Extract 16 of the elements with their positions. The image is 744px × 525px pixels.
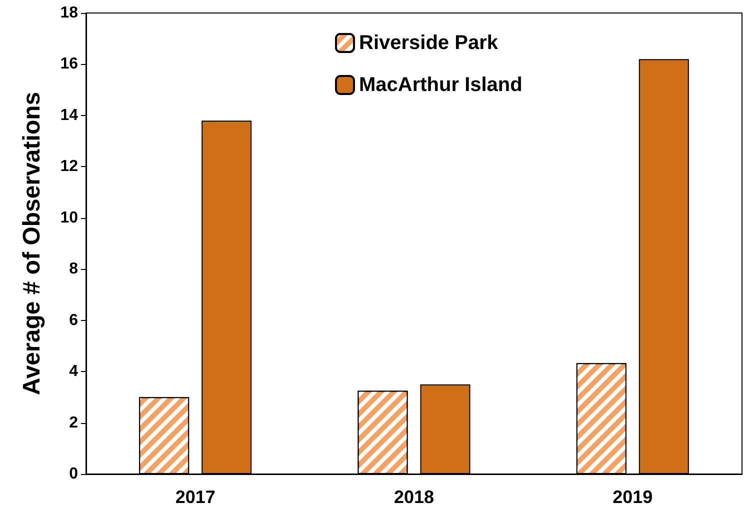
y-tick-label: 8 xyxy=(69,260,78,278)
legend-label: Riverside Park xyxy=(359,32,499,54)
y-tick-label: 12 xyxy=(60,158,78,176)
y-tick-label: 4 xyxy=(69,363,78,380)
y-tick-label: 0 xyxy=(69,466,78,482)
y-tick-label: 18 xyxy=(60,4,78,22)
x-tick-label: 2019 xyxy=(612,487,653,507)
y-tick-label: 10 xyxy=(60,209,78,226)
x-tick-label: 2018 xyxy=(394,487,434,507)
y-tick-label: 2 xyxy=(69,414,78,432)
y-tick-label: 16 xyxy=(60,56,78,73)
y-axis-title: Average # of Observations xyxy=(18,92,46,396)
y-tick-label: 6 xyxy=(69,312,78,329)
y-tick-label: 14 xyxy=(60,106,78,124)
x-tick-label: 2017 xyxy=(175,487,216,507)
legend-label: MacArthur Island xyxy=(359,74,522,96)
